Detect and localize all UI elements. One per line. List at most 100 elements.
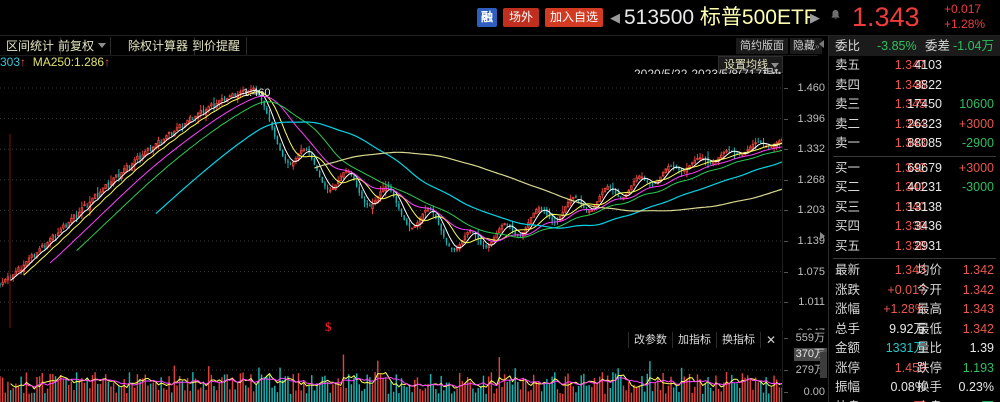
ask-price: 1.345 — [894, 97, 926, 111]
stat-value-2: 0.23% — [958, 380, 994, 394]
stat-value: 1.459 — [894, 360, 926, 375]
price-axis-tick: 1.011 — [798, 296, 825, 309]
otc-badge[interactable]: 场外 — [503, 8, 539, 27]
axis-tick-mark — [784, 118, 788, 120]
bid-qty: 3436 — [914, 219, 942, 233]
price-change-pct: +1.28% — [944, 17, 986, 31]
margin-badge[interactable]: 融 — [477, 8, 497, 27]
ask-level-label: 卖三 — [835, 97, 861, 111]
ask-qty: 88085 — [907, 136, 942, 150]
price-axis-tick: 1.396 — [797, 112, 825, 125]
chevron-down-icon[interactable] — [98, 43, 107, 48]
bid-price: 1.340 — [894, 199, 926, 214]
set-moving-average-button[interactable]: 设置均线 — [718, 56, 783, 73]
ask-row[interactable]: 卖一 1.343 88085 -2900 — [829, 134, 1000, 154]
ask-price: 1.344 — [894, 116, 926, 131]
stat-value: 2.82万 — [889, 398, 926, 402]
bid-delta: +3000 — [958, 160, 994, 175]
chart-toolbar: 区间统计 前复权 除权计算器 到价提醒 — [0, 36, 818, 56]
ask-price: 1.347 — [894, 58, 926, 72]
add-watchlist-badge[interactable]: 加入自选 — [545, 8, 603, 27]
price-alert-button[interactable]: 到价提醒 — [186, 37, 248, 55]
ask-qty: 26323 — [907, 116, 942, 131]
ex-rights-calculator-button[interactable]: 除权计算器 — [122, 37, 196, 55]
stock-name: 标普500ETF — [699, 6, 817, 29]
panel-expand-arrow-icon[interactable] — [820, 232, 826, 240]
forward-adjust-button[interactable]: 前复权 — [52, 37, 112, 55]
stat-label: 最新 — [835, 263, 861, 277]
hide-panel-button[interactable]: 隐藏» — [790, 38, 823, 54]
stat-value-2: 1.343 — [962, 302, 994, 316]
imbalance-ratio-label: 委比 — [835, 39, 861, 53]
bid-row[interactable]: 买一 1.342 69679 +3000 — [829, 159, 1000, 179]
change-params-button[interactable]: 改参数 — [628, 332, 672, 349]
imbalance-ratio-value: -3.85% — [877, 39, 917, 53]
bid-level-label: 买四 — [835, 219, 861, 233]
bid-price: 1.342 — [894, 160, 926, 175]
stat-label-2: 内盘 — [917, 398, 942, 402]
stat-label: 涨幅 — [835, 302, 861, 316]
axis-tick-mark — [784, 241, 788, 242]
ask-qty: 17450 — [907, 97, 942, 111]
set-ma-label: 设置均线 — [724, 59, 768, 71]
add-indicator-button[interactable]: 加指标 — [672, 332, 716, 349]
bid-qty: 13138 — [907, 199, 942, 214]
switch-indicator-button[interactable]: 换指标 — [716, 332, 760, 349]
stat-label-2: 跌停 — [917, 360, 943, 375]
panel-scrollbar[interactable] — [820, 352, 827, 378]
price-axis-tick: 1.075 — [797, 265, 825, 278]
bid-row[interactable]: 买三 1.340 13138 — [829, 198, 1000, 218]
quote-stat-row: 振幅 0.08% 换手 0.23% — [829, 378, 1000, 398]
quote-stat-row: 最新 1.343 均价 1.342 — [829, 261, 1000, 281]
axis-tick-mark — [784, 179, 788, 181]
close-indicator-icon[interactable]: ✕ — [760, 332, 781, 349]
stat-value-2: 1.193 — [962, 360, 994, 375]
bid-orders: 买一 1.342 69679 +3000 买二 1.341 40231 -3000 买三 1.34… — [829, 159, 1000, 257]
volume-axis-tick: 559万 — [795, 332, 825, 344]
last-price: 1.343 — [852, 2, 920, 32]
ask-delta: +3000 — [958, 116, 994, 131]
bid-qty: 40231 — [907, 180, 942, 194]
stat-label: 涨停 — [835, 360, 861, 375]
bid-row[interactable]: 买二 1.341 40231 -3000 — [829, 178, 1000, 198]
ask-row[interactable]: 卖五 1.347 4103 — [829, 56, 1000, 76]
axis-tick-mark — [784, 370, 788, 371]
ask-level-label: 卖一 — [835, 136, 861, 150]
volume-axis: 559万 370万 279万 0.00 — [782, 330, 828, 402]
quote-divider — [833, 258, 996, 259]
price-chart[interactable] — [0, 74, 782, 328]
quote-stat-row: 涨幅 +1.28% 最高 1.343 — [829, 300, 1000, 320]
stat-label-2: 换手 — [917, 380, 943, 394]
price-axis-tick: 1.203 — [797, 204, 825, 217]
stat-value: +0.017 — [887, 282, 926, 297]
imbalance-diff-value: -1.04万 — [953, 39, 994, 53]
ask-row[interactable]: 卖二 1.344 26323 +3000 — [829, 115, 1000, 135]
axis-tick-mark — [784, 392, 788, 393]
volume-chart[interactable] — [0, 348, 782, 402]
bid-row[interactable]: 买四 1.339 3436 — [829, 217, 1000, 237]
ma250-arrow-icon: ↑ — [104, 55, 111, 69]
stat-value: 0.08% — [890, 380, 926, 394]
ask-row[interactable]: 卖三 1.345 17450 10600 — [829, 95, 1000, 115]
prev-stock-arrow-icon[interactable]: ◀ — [610, 10, 620, 25]
ask-delta: -2900 — [962, 136, 994, 150]
chevron-down-icon[interactable] — [771, 63, 779, 68]
panel-collapse-arrow-icon[interactable] — [819, 40, 824, 50]
simple-layout-button[interactable]: 简约版面 — [736, 38, 788, 54]
ask-price: 1.343 — [894, 136, 926, 150]
stat-value-2: 1.342 — [962, 282, 994, 297]
price-axis-tick: 1.460 — [797, 82, 825, 94]
stat-label-2: 量比 — [917, 341, 943, 355]
next-stock-arrow-icon[interactable]: ▶ — [810, 10, 820, 25]
ask-row[interactable]: 卖四 1.346 3822 — [829, 76, 1000, 96]
ask-orders: 卖五 1.347 4103 卖四 1.346 3822 卖三 1.345 17450 10600 卖… — [829, 56, 1000, 154]
stat-label: 涨跌 — [835, 282, 861, 297]
bell-icon[interactable] — [830, 9, 841, 24]
range-stats-button[interactable]: 区间统计 — [0, 37, 62, 55]
volume-chart-svg — [0, 354, 782, 402]
bid-level-label: 买五 — [835, 238, 861, 253]
bid-row[interactable]: 买五 1.338 2931 — [829, 237, 1000, 257]
hide-label: 隐藏 — [793, 40, 815, 52]
bid-qty: 2931 — [914, 238, 942, 253]
bid-qty: 69679 — [907, 160, 942, 175]
